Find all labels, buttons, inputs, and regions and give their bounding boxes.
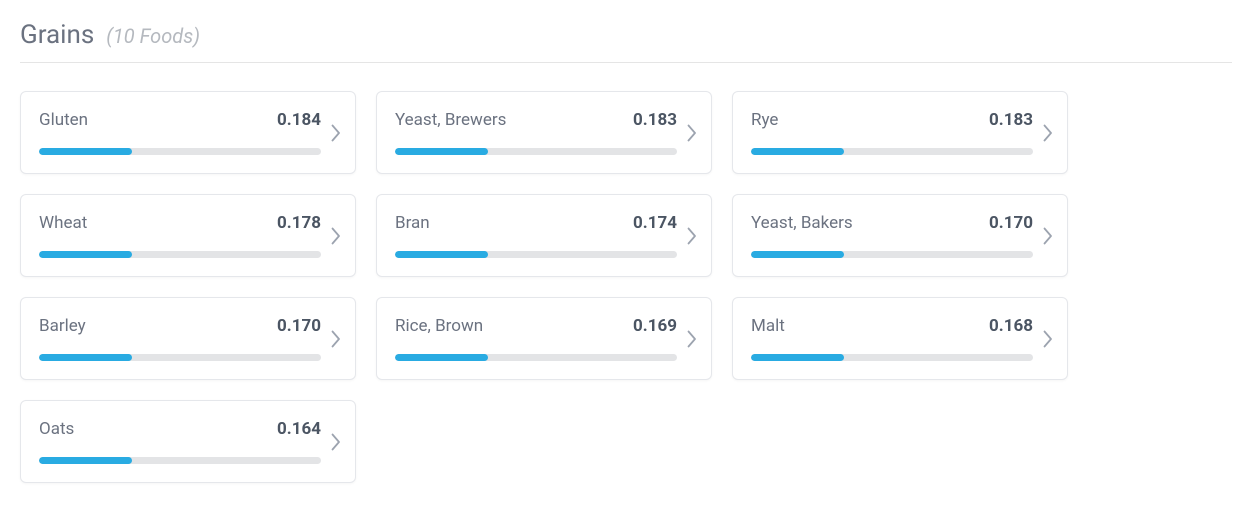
food-card-top: Bran 0.174 xyxy=(395,213,677,233)
chevron-right-icon xyxy=(331,227,341,245)
chevron-right-icon xyxy=(687,227,697,245)
food-name: Barley xyxy=(39,316,86,336)
chevron-right-icon xyxy=(687,330,697,348)
food-card-top: Yeast, Brewers 0.183 xyxy=(395,110,677,130)
food-name: Wheat xyxy=(39,213,87,233)
food-card[interactable]: Rye 0.183 xyxy=(732,91,1068,174)
food-progress-fill xyxy=(395,148,488,155)
food-name: Rice, Brown xyxy=(395,316,483,336)
food-progress-fill xyxy=(395,251,488,258)
section-title: Grains xyxy=(20,20,94,50)
food-name: Yeast, Brewers xyxy=(395,110,506,130)
food-progress-fill xyxy=(39,148,132,155)
food-card[interactable]: Gluten 0.184 xyxy=(20,91,356,174)
food-card-body: Malt 0.168 xyxy=(751,316,1033,361)
food-progress xyxy=(395,148,677,155)
chevron-right-icon xyxy=(1043,124,1053,142)
food-progress xyxy=(39,148,321,155)
food-card[interactable]: Yeast, Bakers 0.170 xyxy=(732,194,1068,277)
food-progress xyxy=(39,457,321,464)
food-card[interactable]: Barley 0.170 xyxy=(20,297,356,380)
food-value: 0.183 xyxy=(633,110,677,130)
food-card[interactable]: Wheat 0.178 xyxy=(20,194,356,277)
section-header: Grains (10 Foods) xyxy=(20,20,1232,63)
food-progress xyxy=(395,354,677,361)
food-card-body: Gluten 0.184 xyxy=(39,110,321,155)
food-value: 0.183 xyxy=(989,110,1033,130)
food-card-top: Rice, Brown 0.169 xyxy=(395,316,677,336)
food-card[interactable]: Oats 0.164 xyxy=(20,400,356,483)
food-progress-fill xyxy=(39,457,132,464)
food-name: Gluten xyxy=(39,110,88,130)
chevron-right-icon xyxy=(1043,227,1053,245)
food-progress-fill xyxy=(39,354,132,361)
food-progress xyxy=(395,251,677,258)
food-progress-fill xyxy=(39,251,132,258)
chevron-right-icon xyxy=(1043,330,1053,348)
food-name: Oats xyxy=(39,419,74,439)
food-card-top: Rye 0.183 xyxy=(751,110,1033,130)
food-name: Rye xyxy=(751,110,778,130)
food-progress-fill xyxy=(751,148,844,155)
food-name: Malt xyxy=(751,316,785,336)
food-card-top: Oats 0.164 xyxy=(39,419,321,439)
chevron-right-icon xyxy=(331,124,341,142)
food-card-top: Wheat 0.178 xyxy=(39,213,321,233)
food-card-body: Rye 0.183 xyxy=(751,110,1033,155)
food-card-body: Oats 0.164 xyxy=(39,419,321,464)
food-card-body: Yeast, Bakers 0.170 xyxy=(751,213,1033,258)
chevron-right-icon xyxy=(331,330,341,348)
food-value: 0.184 xyxy=(277,110,321,130)
food-progress-fill xyxy=(751,251,844,258)
chevron-right-icon xyxy=(331,433,341,451)
section-subtitle: (10 Foods) xyxy=(106,24,200,48)
chevron-right-icon xyxy=(687,124,697,142)
food-card-top: Yeast, Bakers 0.170 xyxy=(751,213,1033,233)
food-progress xyxy=(751,251,1033,258)
food-value: 0.178 xyxy=(277,213,321,233)
food-value: 0.174 xyxy=(633,213,677,233)
food-card[interactable]: Bran 0.174 xyxy=(376,194,712,277)
food-value: 0.164 xyxy=(277,419,321,439)
food-card-body: Barley 0.170 xyxy=(39,316,321,361)
food-card-top: Barley 0.170 xyxy=(39,316,321,336)
foods-grid: Gluten 0.184 Yeast, Brewers 0.183 Rye 0.183 Wh… xyxy=(20,91,1232,483)
food-value: 0.170 xyxy=(277,316,321,336)
food-progress xyxy=(751,148,1033,155)
food-value: 0.169 xyxy=(633,316,677,336)
food-card-body: Rice, Brown 0.169 xyxy=(395,316,677,361)
food-value: 0.170 xyxy=(989,213,1033,233)
food-progress xyxy=(39,354,321,361)
food-progress-fill xyxy=(751,354,844,361)
food-card[interactable]: Yeast, Brewers 0.183 xyxy=(376,91,712,174)
food-card[interactable]: Malt 0.168 xyxy=(732,297,1068,380)
food-card-body: Bran 0.174 xyxy=(395,213,677,258)
food-value: 0.168 xyxy=(989,316,1033,336)
food-name: Bran xyxy=(395,213,430,233)
food-progress-fill xyxy=(395,354,488,361)
food-card[interactable]: Rice, Brown 0.169 xyxy=(376,297,712,380)
food-progress xyxy=(751,354,1033,361)
food-name: Yeast, Bakers xyxy=(751,213,853,233)
food-card-body: Wheat 0.178 xyxy=(39,213,321,258)
food-card-top: Malt 0.168 xyxy=(751,316,1033,336)
food-progress xyxy=(39,251,321,258)
food-card-body: Yeast, Brewers 0.183 xyxy=(395,110,677,155)
food-card-top: Gluten 0.184 xyxy=(39,110,321,130)
